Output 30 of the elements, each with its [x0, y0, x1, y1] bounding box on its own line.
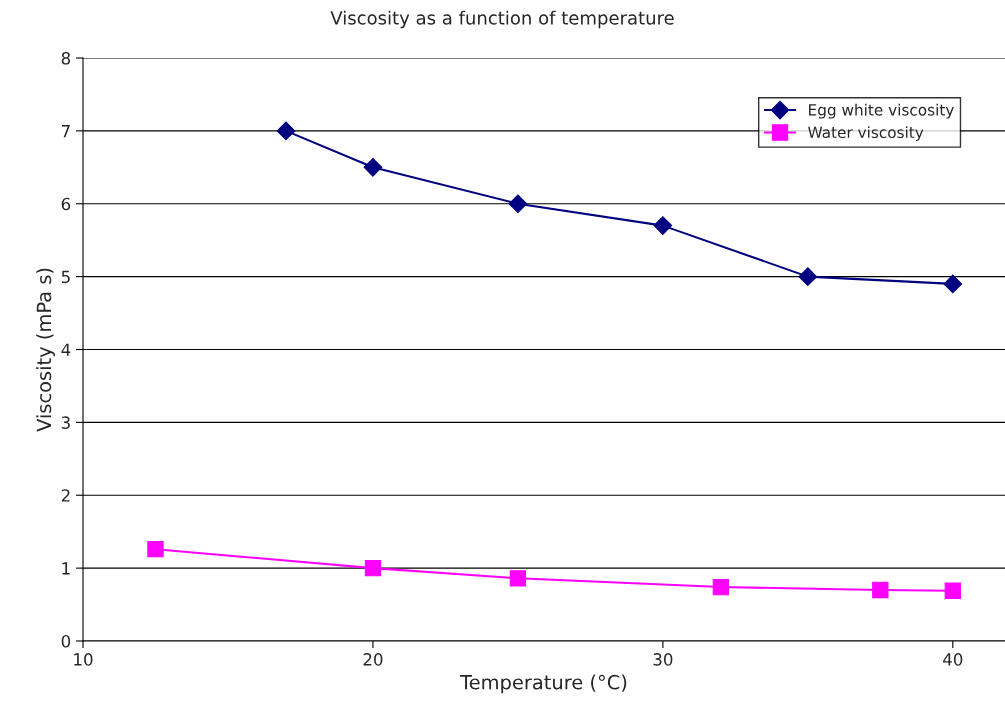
y-tick-label: 0 [61, 634, 71, 648]
point [363, 157, 383, 177]
x-axis-title: Temperature (°C) [460, 674, 627, 694]
y-tick-label: 5 [61, 270, 70, 284]
y-axis-title: Viscosity (mPa s) [36, 268, 56, 432]
x-tick-label: 10 [74, 653, 93, 666]
x-tick-label: 30 [653, 653, 673, 666]
y-tick-label: 1 [62, 562, 70, 575]
point [712, 578, 730, 596]
x-tick-label: 20 [363, 653, 383, 666]
y-tick-label: 2 [61, 489, 70, 502]
point [276, 121, 296, 141]
point [508, 194, 528, 214]
legend-label: Water viscosity [808, 126, 924, 142]
point [872, 581, 889, 599]
x-tick-label: 40 [943, 653, 963, 666]
point [653, 216, 673, 235]
point [364, 559, 382, 577]
point [944, 582, 961, 599]
y-tick-label: 8 [61, 51, 71, 65]
legend-label: Egg white viscosity [809, 103, 954, 119]
point [509, 570, 527, 587]
point [147, 541, 164, 558]
point [798, 267, 818, 286]
y-tick-label: 4 [61, 343, 71, 356]
y-tick-label: 7 [61, 125, 70, 138]
y-tick-label: 6 [61, 197, 71, 211]
chart-title: Viscosity as a function of temperature [330, 10, 674, 29]
y-tick-label: 3 [61, 416, 70, 429]
point [943, 274, 963, 294]
